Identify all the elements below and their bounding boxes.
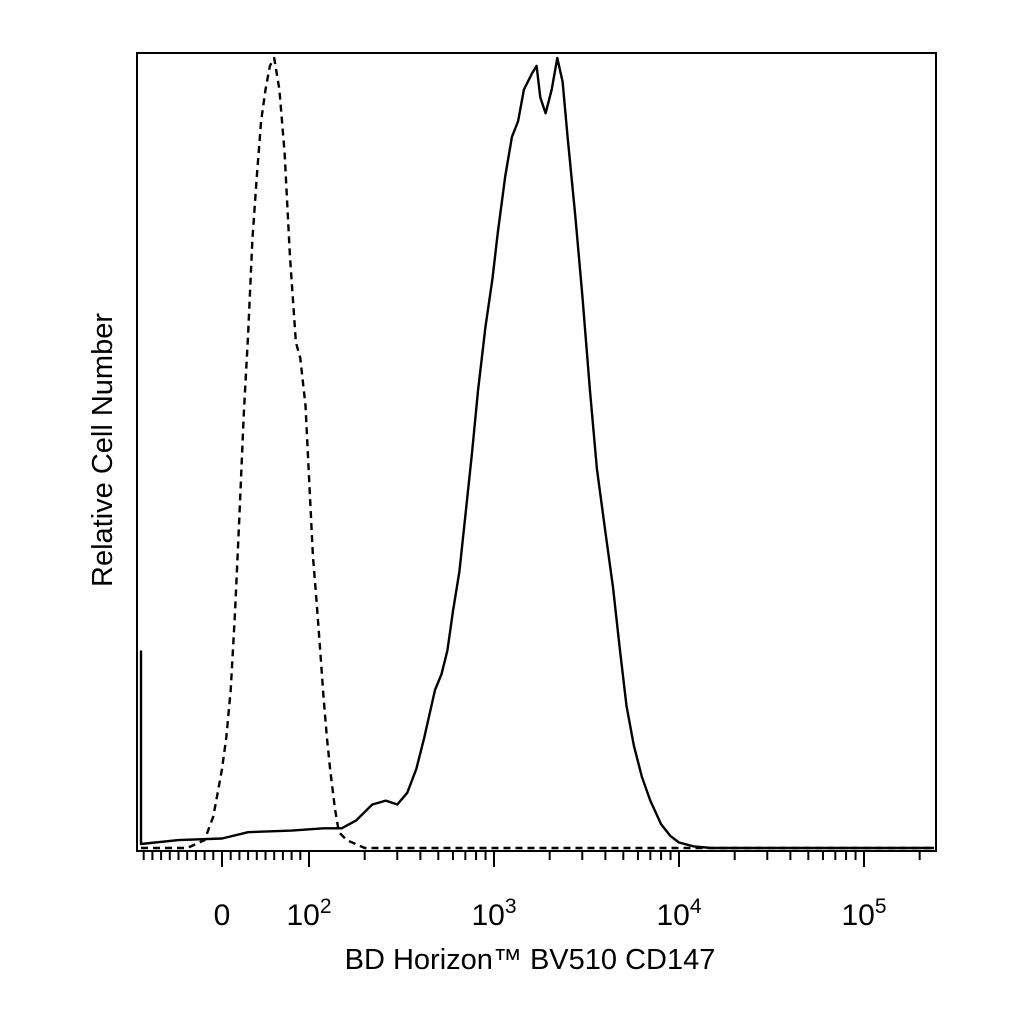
x-tick-label: 104	[656, 895, 701, 932]
x-tick-label: 102	[286, 895, 331, 932]
major-ticks	[221, 851, 865, 867]
dashed-histogram-line	[141, 56, 934, 850]
solid-histogram-line	[139, 56, 934, 850]
x-tick-labels: 0 102 103 104 105	[214, 895, 887, 932]
series-layer	[139, 56, 934, 850]
x-tick-label: 105	[841, 895, 886, 932]
plot-frame	[136, 52, 937, 852]
y-axis-title: Relative Cell Number	[87, 313, 119, 587]
x-tick-label: 103	[471, 895, 516, 932]
x-axis-title: BD Horizon™ BV510 CD147	[345, 944, 716, 976]
minor-ticks	[142, 851, 921, 860]
x-tick-label: 0	[214, 899, 231, 932]
